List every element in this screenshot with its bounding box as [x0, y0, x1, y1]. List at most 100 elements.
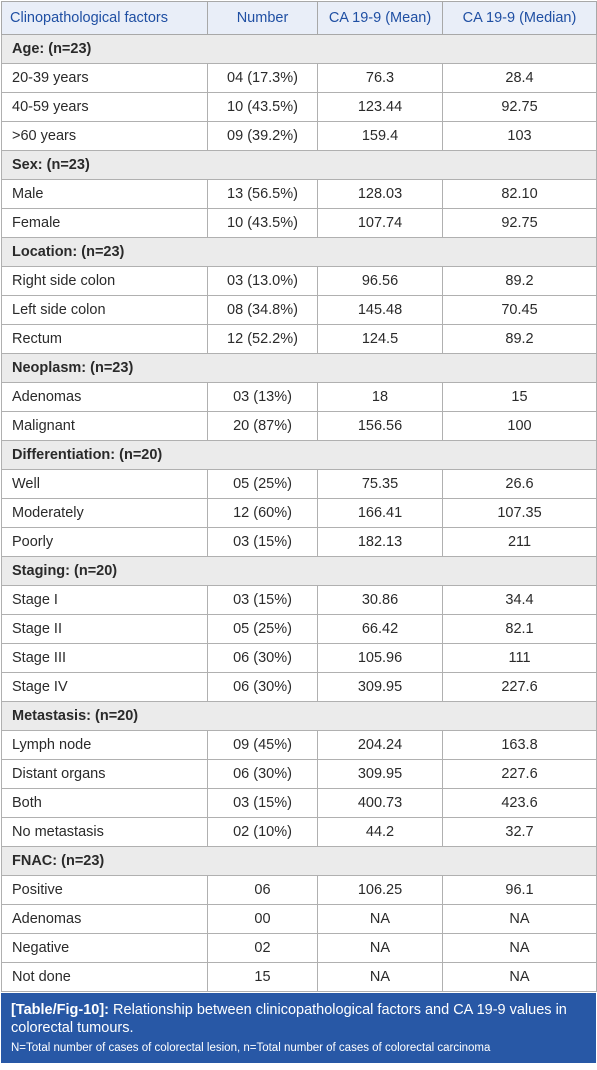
factor-cell: Stage II: [1, 614, 208, 644]
group-row: Metastasis: (n=20): [1, 701, 597, 731]
factor-cell: No metastasis: [1, 817, 208, 847]
mean-cell: 30.86: [317, 585, 443, 615]
table-row: Female 10 (43.5%) 107.74 92.75: [1, 208, 597, 238]
median-cell: NA: [442, 933, 597, 963]
median-cell: 423.6: [442, 788, 597, 818]
median-cell: 82.10: [442, 179, 597, 209]
table-header-row: Clinopathological factors Number CA 19-9…: [1, 1, 597, 35]
factor-cell: Lymph node: [1, 730, 208, 760]
mean-cell: 18: [317, 382, 443, 412]
mean-cell: 400.73: [317, 788, 443, 818]
number-cell: 15: [207, 962, 318, 992]
number-cell: 10 (43.5%): [207, 92, 318, 122]
table-row: 40-59 years 10 (43.5%) 123.44 92.75: [1, 92, 597, 122]
number-cell: 03 (15%): [207, 527, 318, 557]
factor-cell: Adenomas: [1, 904, 208, 934]
median-cell: 89.2: [442, 266, 597, 296]
factor-cell: Positive: [1, 875, 208, 905]
median-cell: 32.7: [442, 817, 597, 847]
number-cell: 03 (15%): [207, 788, 318, 818]
number-cell: 06 (30%): [207, 643, 318, 673]
median-cell: 15: [442, 382, 597, 412]
number-cell: 06 (30%): [207, 672, 318, 702]
mean-cell: 105.96: [317, 643, 443, 673]
factor-cell: 20-39 years: [1, 63, 208, 93]
factor-cell: Left side colon: [1, 295, 208, 325]
table-row: >60 years 09 (39.2%) 159.4 103: [1, 121, 597, 151]
mean-cell: 76.3: [317, 63, 443, 93]
median-cell: 100: [442, 411, 597, 441]
table-row: 20-39 years 04 (17.3%) 76.3 28.4: [1, 63, 597, 93]
median-cell: NA: [442, 962, 597, 992]
table-row: Stage II 05 (25%) 66.42 82.1: [1, 614, 597, 644]
group-title: Neoplasm: (n=23): [1, 353, 597, 383]
number-cell: 10 (43.5%): [207, 208, 318, 238]
factor-cell: Stage I: [1, 585, 208, 615]
factor-cell: Adenomas: [1, 382, 208, 412]
table-row: Rectum 12 (52.2%) 124.5 89.2: [1, 324, 597, 354]
median-cell: 70.45: [442, 295, 597, 325]
factor-cell: Right side colon: [1, 266, 208, 296]
factor-cell: Well: [1, 469, 208, 499]
mean-cell: 309.95: [317, 759, 443, 789]
mean-cell: 75.35: [317, 469, 443, 499]
group-title: Metastasis: (n=20): [1, 701, 597, 731]
factor-cell: 40-59 years: [1, 92, 208, 122]
factor-cell: Malignant: [1, 411, 208, 441]
mean-cell: 107.74: [317, 208, 443, 238]
table-row: Adenomas 03 (13%) 18 15: [1, 382, 597, 412]
table-row: Poorly 03 (15%) 182.13 211: [1, 527, 597, 557]
mean-cell: 182.13: [317, 527, 443, 557]
median-cell: 111: [442, 643, 597, 673]
median-cell: 227.6: [442, 759, 597, 789]
mean-cell: 204.24: [317, 730, 443, 760]
number-cell: 03 (15%): [207, 585, 318, 615]
table-row: Male 13 (56.5%) 128.03 82.10: [1, 179, 597, 209]
table-row: Moderately 12 (60%) 166.41 107.35: [1, 498, 597, 528]
group-title: Sex: (n=23): [1, 150, 597, 180]
number-cell: 12 (60%): [207, 498, 318, 528]
number-cell: 03 (13%): [207, 382, 318, 412]
mean-cell: 123.44: [317, 92, 443, 122]
data-table: Clinopathological factors Number CA 19-9…: [1, 1, 597, 992]
mean-cell: NA: [317, 904, 443, 934]
table-row: Well 05 (25%) 75.35 26.6: [1, 469, 597, 499]
factor-cell: Moderately: [1, 498, 208, 528]
median-cell: 82.1: [442, 614, 597, 644]
table-row: Stage I 03 (15%) 30.86 34.4: [1, 585, 597, 615]
group-row: Neoplasm: (n=23): [1, 353, 597, 383]
factor-cell: Both: [1, 788, 208, 818]
group-row: FNAC: (n=23): [1, 846, 597, 876]
header-median: CA 19-9 (Median): [442, 1, 597, 35]
factor-cell: Poorly: [1, 527, 208, 557]
caption-description: Relationship between clinicopathological…: [11, 1002, 567, 1036]
mean-cell: 128.03: [317, 179, 443, 209]
factor-cell: Stage III: [1, 643, 208, 673]
number-cell: 20 (87%): [207, 411, 318, 441]
number-cell: 06: [207, 875, 318, 905]
table-row: Lymph node 09 (45%) 204.24 163.8: [1, 730, 597, 760]
median-cell: 211: [442, 527, 597, 557]
number-cell: 04 (17.3%): [207, 63, 318, 93]
group-title: Age: (n=23): [1, 34, 597, 64]
number-cell: 05 (25%): [207, 469, 318, 499]
table-row: Distant organs 06 (30%) 309.95 227.6: [1, 759, 597, 789]
group-row: Age: (n=23): [1, 34, 597, 64]
table-row: No metastasis 02 (10%) 44.2 32.7: [1, 817, 597, 847]
number-cell: 03 (13.0%): [207, 266, 318, 296]
factor-cell: Male: [1, 179, 208, 209]
factor-cell: Negative: [1, 933, 208, 963]
group-title: Staging: (n=20): [1, 556, 597, 586]
header-mean: CA 19-9 (Mean): [317, 1, 443, 35]
number-cell: 08 (34.8%): [207, 295, 318, 325]
table-row: Adenomas 00 NA NA: [1, 904, 597, 934]
group-title: Location: (n=23): [1, 237, 597, 267]
mean-cell: 309.95: [317, 672, 443, 702]
median-cell: 227.6: [442, 672, 597, 702]
table-row: Stage III 06 (30%) 105.96 111: [1, 643, 597, 673]
factor-cell: Distant organs: [1, 759, 208, 789]
median-cell: 107.35: [442, 498, 597, 528]
mean-cell: 156.56: [317, 411, 443, 441]
median-cell: 103: [442, 121, 597, 151]
